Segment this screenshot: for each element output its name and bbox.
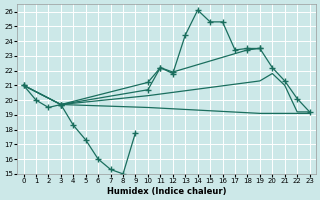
X-axis label: Humidex (Indice chaleur): Humidex (Indice chaleur) — [107, 187, 226, 196]
